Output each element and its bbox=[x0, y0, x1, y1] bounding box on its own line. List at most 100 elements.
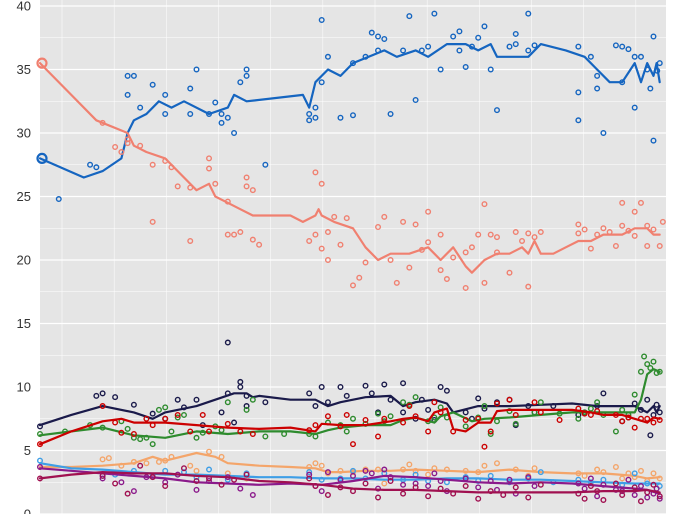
poll-point bbox=[112, 143, 119, 150]
poll-point bbox=[218, 409, 225, 416]
poll-point bbox=[199, 411, 206, 418]
poll-point bbox=[180, 465, 187, 472]
series-1 bbox=[36, 57, 666, 291]
poll-point bbox=[468, 244, 475, 251]
poll-point bbox=[362, 480, 369, 487]
poll-point bbox=[450, 254, 457, 261]
poll-point bbox=[224, 114, 231, 121]
poll-point bbox=[412, 480, 419, 487]
poll-point bbox=[625, 476, 632, 483]
poll-point bbox=[647, 432, 654, 439]
poll-point bbox=[312, 169, 319, 176]
poll-point bbox=[249, 396, 256, 403]
poll-point bbox=[224, 339, 231, 346]
poll-point bbox=[487, 430, 494, 437]
poll-point bbox=[425, 483, 432, 490]
poll-point bbox=[118, 429, 125, 436]
poll-point bbox=[224, 399, 231, 406]
poll-point bbox=[243, 174, 250, 181]
poll-point bbox=[644, 361, 651, 368]
poll-point bbox=[462, 483, 469, 490]
poll-point bbox=[644, 396, 651, 403]
poll-point bbox=[343, 392, 350, 399]
poll-point bbox=[306, 469, 313, 476]
poll-point bbox=[425, 471, 432, 478]
poll-point bbox=[587, 405, 594, 412]
poll-point bbox=[324, 469, 331, 476]
poll-point bbox=[124, 425, 131, 432]
poll-point bbox=[387, 110, 394, 117]
trend-line bbox=[38, 451, 661, 480]
poll-point bbox=[425, 493, 432, 500]
poll-point bbox=[575, 43, 582, 50]
poll-point bbox=[431, 399, 438, 406]
poll-point bbox=[99, 390, 106, 397]
poll-point bbox=[231, 419, 238, 426]
poll-point bbox=[337, 384, 344, 391]
poll-point bbox=[587, 53, 594, 60]
poll-point bbox=[249, 236, 256, 243]
poll-point bbox=[375, 433, 382, 440]
poll-point bbox=[149, 161, 156, 168]
poll-point bbox=[506, 396, 513, 403]
poll-point bbox=[400, 409, 407, 416]
poll-point bbox=[647, 85, 654, 92]
poll-point bbox=[637, 368, 644, 375]
poll-point bbox=[381, 466, 388, 473]
poll-point bbox=[368, 470, 375, 477]
poll-point bbox=[531, 42, 538, 49]
poll-point bbox=[575, 230, 582, 237]
poll-point bbox=[262, 161, 269, 168]
poll-point bbox=[105, 455, 112, 462]
poll-point bbox=[631, 491, 638, 498]
poll-point bbox=[306, 237, 313, 244]
poll-point bbox=[425, 239, 432, 246]
poll-point bbox=[162, 91, 169, 98]
poll-point bbox=[487, 66, 494, 73]
poll-point bbox=[475, 231, 482, 238]
poll-point bbox=[237, 79, 244, 86]
poll-point bbox=[650, 137, 657, 144]
trend-line bbox=[38, 407, 661, 446]
poll-point bbox=[631, 424, 638, 431]
poll-point bbox=[525, 47, 532, 54]
poll-point bbox=[99, 403, 106, 410]
poll-point bbox=[637, 467, 644, 474]
poll-point bbox=[531, 399, 538, 406]
poll-point bbox=[387, 477, 394, 484]
poll-point bbox=[512, 30, 519, 37]
poll-point bbox=[193, 467, 200, 474]
poll-point bbox=[130, 488, 137, 495]
poll-point bbox=[475, 34, 482, 41]
trend-line bbox=[38, 43, 661, 179]
poll-point bbox=[400, 218, 407, 225]
poll-point bbox=[619, 475, 626, 482]
poll-point bbox=[193, 396, 200, 403]
poll-point bbox=[650, 33, 657, 40]
poll-point bbox=[55, 196, 62, 203]
poll-point bbox=[187, 462, 194, 469]
poll-point bbox=[149, 81, 156, 88]
poll-point bbox=[481, 462, 488, 469]
series-7 bbox=[37, 464, 663, 502]
poll-point bbox=[556, 417, 563, 424]
y-tick-label: 25 bbox=[17, 189, 31, 204]
poll-point bbox=[324, 229, 331, 236]
y-tick-label: 10 bbox=[17, 380, 31, 395]
poll-point bbox=[375, 494, 382, 501]
poll-point bbox=[431, 10, 438, 17]
poll-point bbox=[400, 380, 407, 387]
y-tick-label: 5 bbox=[24, 443, 31, 458]
poll-point bbox=[594, 85, 601, 92]
poll-point bbox=[631, 232, 638, 239]
poll-point bbox=[224, 231, 231, 238]
poll-point bbox=[162, 415, 169, 422]
poll-point bbox=[437, 384, 444, 391]
poll-point bbox=[87, 161, 94, 168]
poll-point bbox=[612, 243, 619, 250]
poll-point bbox=[650, 226, 657, 233]
poll-point bbox=[324, 257, 331, 264]
poll-point bbox=[256, 241, 263, 248]
poll-point bbox=[187, 110, 194, 117]
poll-point bbox=[124, 72, 131, 79]
